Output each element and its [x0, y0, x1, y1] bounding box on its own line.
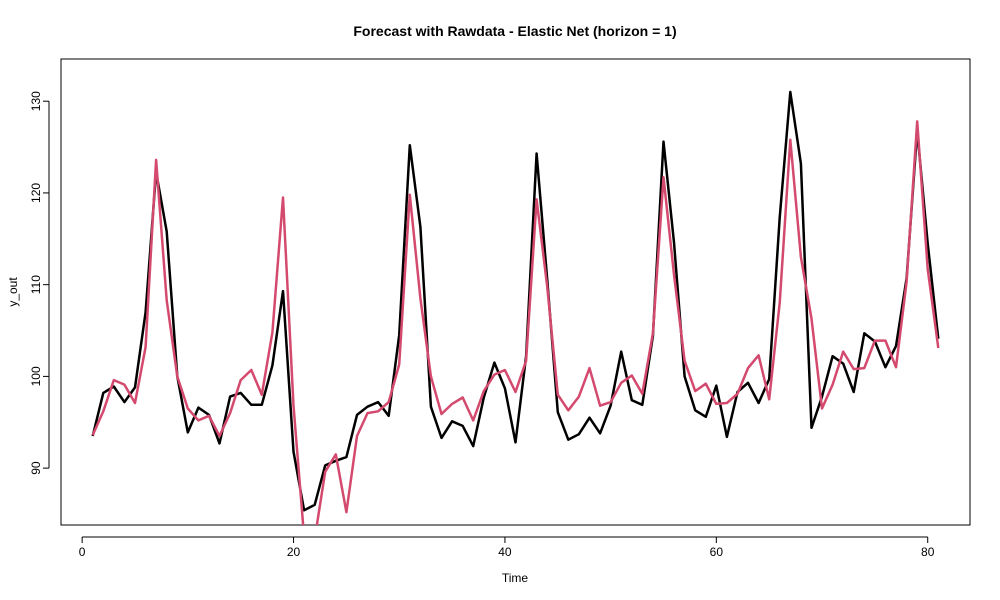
series-line-2 — [91, 120, 940, 525]
plot-frame — [60, 58, 971, 526]
y-tick-label: 90 — [29, 461, 43, 475]
x-tick-label: 40 — [498, 545, 512, 559]
x-axis: 0 20 40 60 80 — [79, 536, 935, 559]
y-tick-label: 120 — [29, 183, 43, 203]
y-tick-label: 100 — [29, 366, 43, 386]
x-tick-label: 60 — [710, 545, 724, 559]
x-tick-label: 0 — [79, 545, 86, 559]
x-tick-label: 20 — [287, 545, 301, 559]
x-axis-label: Time — [502, 571, 529, 585]
y-axis-label: y_out — [6, 277, 20, 307]
y-axis: 90 100 110 120 130 — [29, 91, 50, 475]
chart-title: Forecast with Rawdata - Elastic Net (hor… — [353, 23, 676, 39]
series-group — [91, 90, 940, 525]
series-line-1 — [91, 90, 940, 512]
x-tick-label: 80 — [921, 545, 935, 559]
y-tick-label: 110 — [29, 275, 43, 294]
y-tick-label: 130 — [29, 91, 43, 111]
